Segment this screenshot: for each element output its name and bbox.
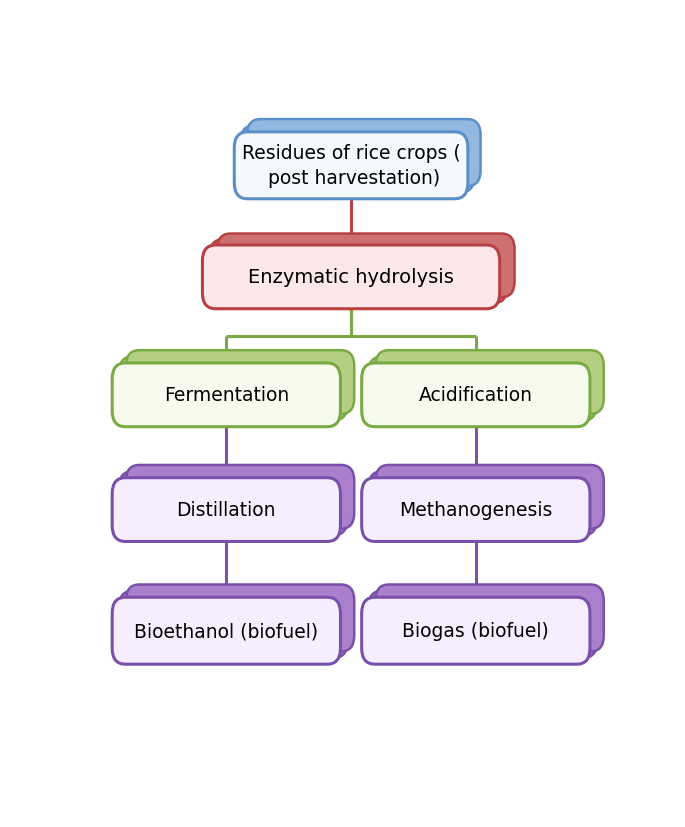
- FancyBboxPatch shape: [375, 466, 603, 529]
- FancyBboxPatch shape: [369, 591, 597, 658]
- FancyBboxPatch shape: [203, 246, 500, 309]
- FancyBboxPatch shape: [362, 598, 590, 664]
- FancyBboxPatch shape: [112, 364, 340, 428]
- Text: Residues of rice crops (
 post harvestation): Residues of rice crops ( post harvestati…: [242, 144, 460, 188]
- FancyBboxPatch shape: [234, 132, 468, 199]
- FancyBboxPatch shape: [375, 351, 603, 414]
- FancyBboxPatch shape: [369, 357, 597, 421]
- FancyBboxPatch shape: [240, 127, 474, 194]
- FancyBboxPatch shape: [247, 120, 481, 187]
- FancyBboxPatch shape: [112, 478, 340, 542]
- FancyBboxPatch shape: [112, 598, 340, 664]
- Text: Acidification: Acidification: [419, 386, 533, 405]
- FancyBboxPatch shape: [362, 478, 590, 542]
- FancyBboxPatch shape: [210, 240, 507, 304]
- FancyBboxPatch shape: [217, 234, 514, 298]
- Text: Distillation: Distillation: [177, 500, 276, 519]
- Text: Enzymatic hydrolysis: Enzymatic hydrolysis: [248, 268, 454, 287]
- FancyBboxPatch shape: [369, 471, 597, 535]
- FancyBboxPatch shape: [119, 471, 347, 535]
- Text: Bioethanol (biofuel): Bioethanol (biofuel): [134, 621, 319, 640]
- Text: Methanogenesis: Methanogenesis: [399, 500, 553, 519]
- FancyBboxPatch shape: [119, 591, 347, 658]
- FancyBboxPatch shape: [126, 466, 354, 529]
- Text: Biogas (biofuel): Biogas (biofuel): [403, 621, 549, 640]
- FancyBboxPatch shape: [126, 351, 354, 414]
- FancyBboxPatch shape: [126, 585, 354, 652]
- FancyBboxPatch shape: [375, 585, 603, 652]
- Text: Fermentation: Fermentation: [164, 386, 289, 405]
- FancyBboxPatch shape: [362, 364, 590, 428]
- FancyBboxPatch shape: [119, 357, 347, 421]
